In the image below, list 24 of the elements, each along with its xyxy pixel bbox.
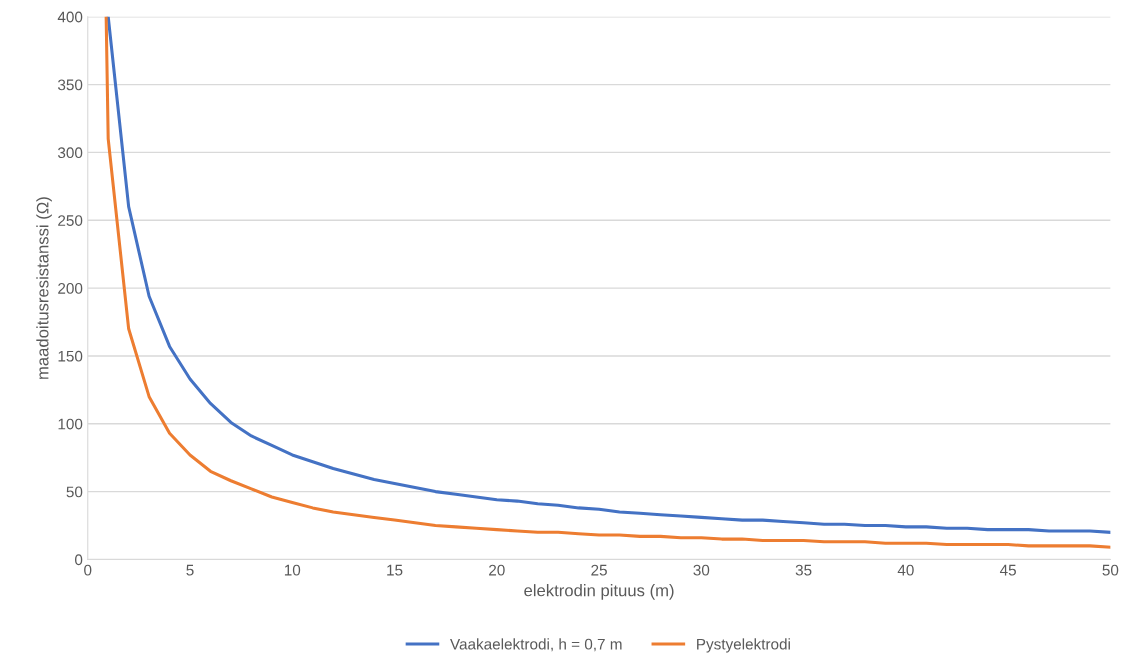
x-tick-label: 30 [693,564,710,576]
legend-label: Vaakaelektrodi, h = 0,7 m [450,638,622,652]
x-tick-label: 5 [186,564,194,576]
x-axis-title: elektrodin pituus (m) [524,584,674,600]
x-tick-label: 10 [284,564,301,576]
x-tick-label: 25 [591,564,607,576]
x-tick-label: 20 [489,564,505,576]
y-axis-title: maadoitusresistanssi (Ω) [36,197,52,379]
y-tick-label: 0 [74,554,83,566]
y-tick-label: 200 [58,282,83,294]
y-tick-label: 100 [58,418,83,430]
y-tick-label: 300 [57,147,83,159]
y-tick-label: 150 [58,350,83,362]
y-tick-label: 400 [57,11,83,23]
x-tick-label: 45 [999,564,1016,576]
y-tick-label: 350 [57,79,83,91]
x-tick-label: 50 [1102,564,1119,576]
x-tick-label: 35 [795,564,812,576]
x-tick-label: 15 [387,564,403,576]
x-tick-label: 40 [897,564,914,576]
y-tick-label: 250 [58,215,83,226]
y-tick-label: 50 [66,486,83,498]
x-tick-label: 0 [84,564,92,576]
legend-label: Pystyelektrodi [697,638,790,653]
